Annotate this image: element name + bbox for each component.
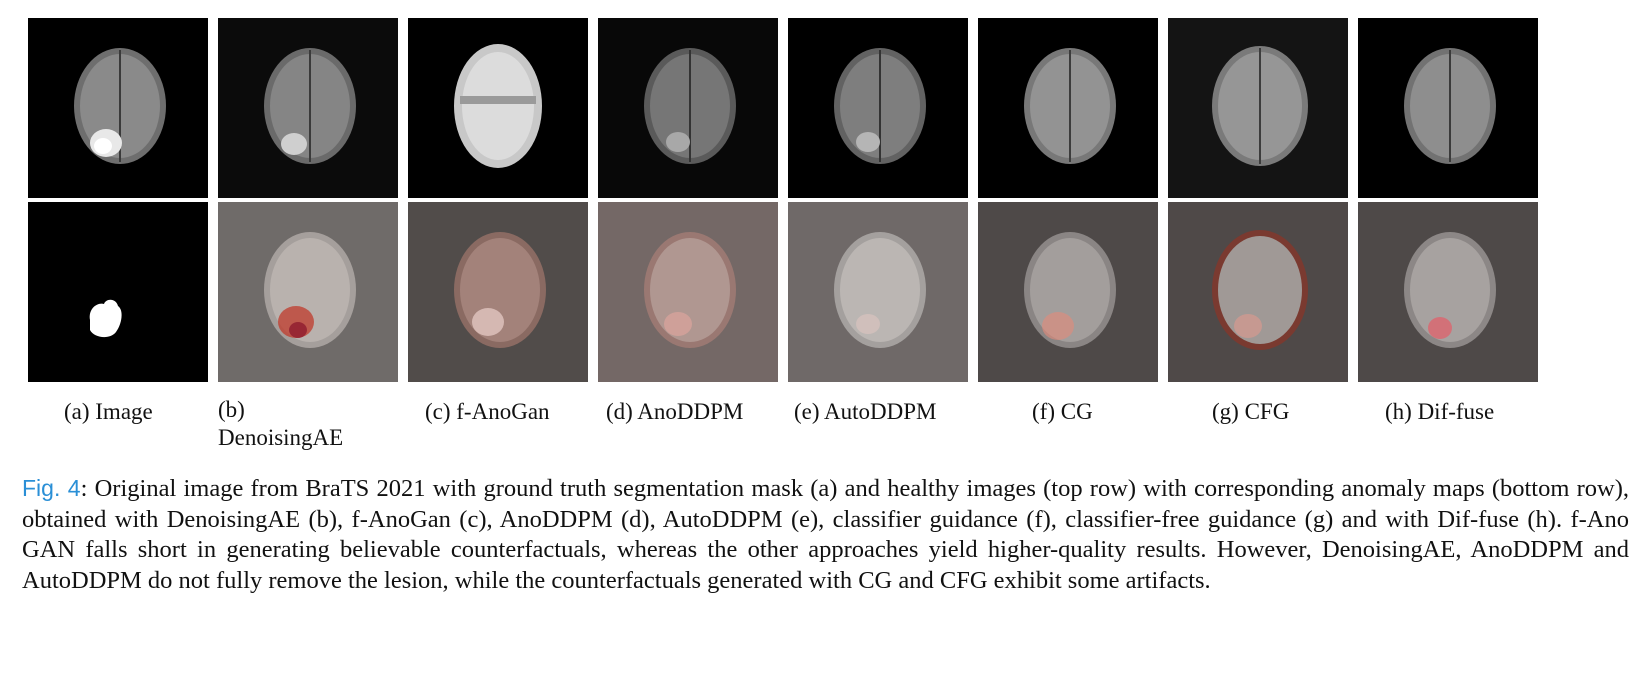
panel-g-anomaly-map [1168,202,1348,382]
panel-h-diffuse-output [1358,18,1538,198]
panel-b-anomaly-map [218,202,398,382]
panel-d-anomaly-map [598,202,778,382]
subcaption-a: (a) Image [64,399,153,424]
subcaption-f: (f) CG [1032,399,1093,424]
panel-a-input-image [28,18,208,198]
panel-b-denoisingae-output [218,18,398,198]
subcaption-d: (d) AnoDDPM [606,399,744,424]
panel-e-autoddpm-output [788,18,968,198]
panel-a-segmentation-mask [28,202,208,382]
panel-d-anoddpm-output [598,18,778,198]
subcaption-b-line1: (b) [218,397,245,422]
panel-c-anomaly-map [408,202,588,382]
subcaption-g: (g) CFG [1212,399,1290,424]
panel-c-fanogan-output [408,18,588,198]
subcaption-e: (e) AutoDDPM [794,399,937,424]
subcaption-h: (h) Dif-fuse [1385,399,1495,424]
subcaption-c: (c) f-AnoGan [425,399,550,424]
panel-f-anomaly-map [978,202,1158,382]
panel-g-cfg-output [1168,18,1348,198]
figure-reference-link[interactable]: Fig. 4 [22,475,81,501]
panel-f-cg-output [978,18,1158,198]
figure-caption-text: : Original image from BraTS 2021 with gr… [22,475,1629,594]
panel-e-anomaly-map [788,202,968,382]
panel-h-anomaly-map [1358,202,1538,382]
figure-caption: Fig. 4: Original image from BraTS 2021 w… [22,473,1629,596]
figure-image-grid [28,18,1624,402]
subcaption-b-line2: DenoisingAE [218,425,344,450]
